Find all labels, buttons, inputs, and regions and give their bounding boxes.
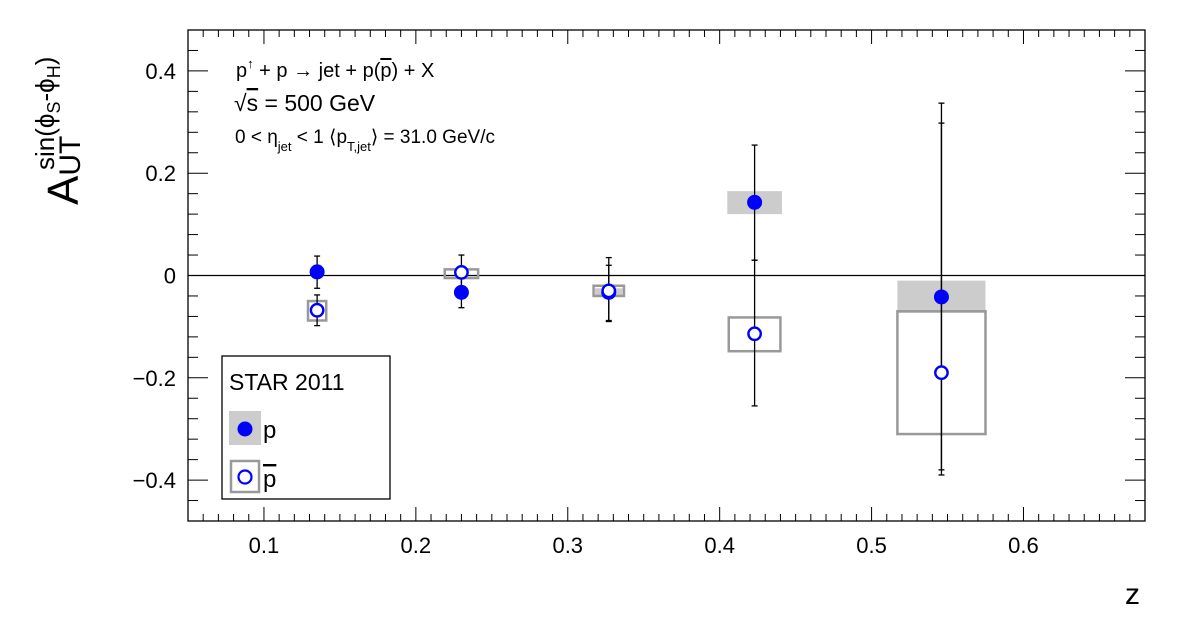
y-axis-label-sup-h: H — [44, 65, 64, 78]
y-tick-label: 0.2 — [145, 161, 176, 186]
x-tick-label: 0.2 — [401, 533, 432, 558]
data-markers — [309, 194, 949, 381]
y-tick-label: 0 — [164, 264, 176, 289]
y-axis-label-sup-s: S — [44, 102, 64, 114]
annotation-pbar: p — [380, 60, 391, 82]
x-axis-label: z — [1125, 578, 1140, 611]
x-tick-label: 0.5 — [856, 533, 887, 558]
y-axis-label-main: A — [39, 175, 88, 205]
x-tick-label: 0.6 — [1008, 533, 1039, 558]
legend-entry-pbar: p — [229, 459, 276, 494]
legend-pbar-sys-box — [229, 459, 261, 494]
legend-p-label: p — [263, 417, 276, 444]
legend-pbar-label: p — [263, 466, 276, 493]
data-point-pbar — [309, 302, 325, 318]
error-bars — [314, 102, 945, 476]
data-point-p — [933, 289, 949, 305]
data-point-pbar — [747, 326, 763, 342]
y-axis-label-sup: sin(ϕ — [30, 114, 60, 170]
annotation-process: p↑ + p → jet + p(p) + X — [236, 56, 434, 82]
systematic-boxes — [306, 191, 987, 436]
x-tick-label: 0.1 — [249, 533, 280, 558]
annotation-energy: √s = 500 GeV — [234, 90, 376, 116]
y-axis-label-sub: UT — [54, 136, 87, 176]
legend-pbar-marker — [237, 469, 253, 485]
axis-ticks — [188, 29, 1146, 522]
y-tick-labels: 0.4 0.2 0 −0.2 −0.4 — [133, 59, 176, 493]
data-point-p — [747, 194, 763, 210]
legend-entry-p: p — [229, 411, 276, 445]
y-tick-label: −0.2 — [133, 366, 176, 391]
y-axis-label-sup-mid: -ϕ — [30, 78, 60, 101]
annotation-kinematics: 0 < ηjet < 1 ⟨pT,jet⟩ = 31.0 GeV/c — [235, 127, 495, 154]
y-axis-label-sup-end: ) — [30, 57, 60, 66]
svg-text:AUTsin(ϕS-ϕH): AUTsin(ϕS-ϕH) — [30, 57, 88, 205]
legend-p-marker — [237, 421, 253, 437]
y-axis-label: AUTsin(ϕS-ϕH) — [30, 57, 88, 205]
y-tick-label: −0.4 — [133, 468, 176, 493]
x-tick-label: 0.3 — [552, 533, 583, 558]
legend: STAR 2011 p p — [221, 355, 391, 500]
data-point-pbar — [454, 265, 469, 280]
x-tick-labels: 0.1 0.2 0.3 0.4 0.5 0.6 — [249, 533, 1039, 558]
x-tick-label: 0.4 — [704, 533, 735, 558]
y-tick-label: 0.4 — [145, 59, 176, 84]
data-point-pbar — [601, 283, 617, 299]
data-point-p — [453, 284, 469, 300]
data-point-p — [309, 264, 325, 280]
legend-title: STAR 2011 — [229, 369, 344, 395]
data-point-pbar — [934, 365, 949, 381]
